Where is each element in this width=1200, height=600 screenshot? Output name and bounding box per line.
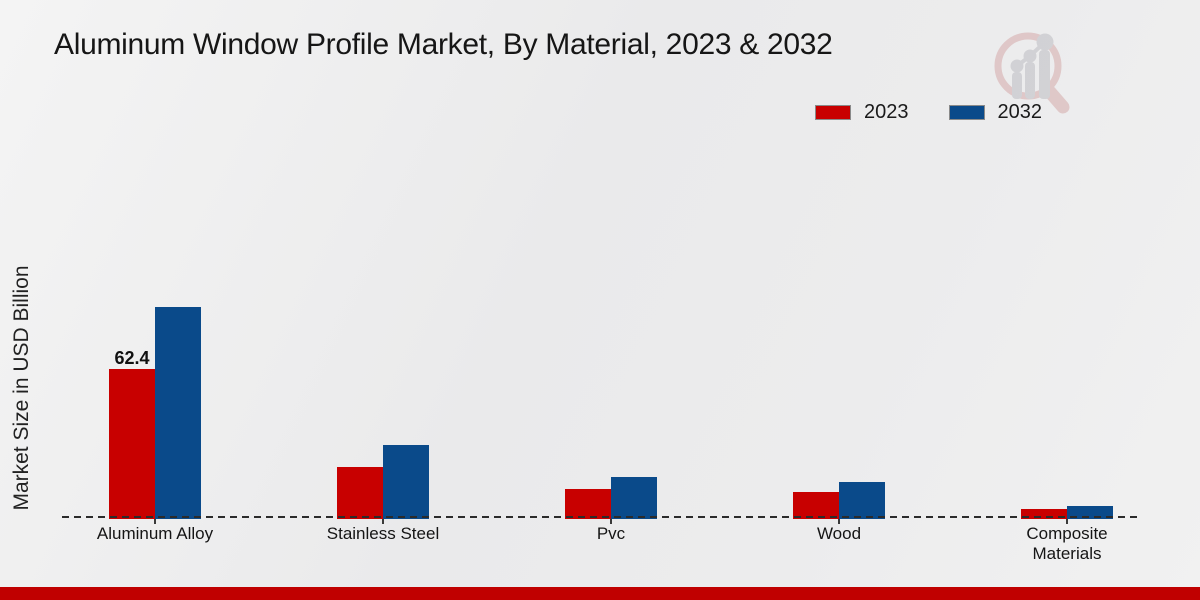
bar-2023-wood [793,492,839,519]
chart-title: Aluminum Window Profile Market, By Mater… [54,28,833,61]
category-label-wood: Wood [816,524,862,543]
bar-value-label-aluminum-alloy: 62.4 [114,348,150,369]
legend-label-2023: 2023 [864,101,909,123]
legend-swatch-2023 [815,105,851,120]
bar-2032-aluminum-alloy [155,307,201,519]
category-label-composite-materials: Composite Materials [1026,524,1108,563]
x-tick-composite-materials [1066,517,1068,524]
x-tick-pvc [610,517,612,524]
bar-2032-composite-materials [1067,505,1113,519]
bar-2032-pvc [611,476,657,519]
bar-2023-aluminum-alloy [109,369,155,519]
bar-2032-stainless-steel [383,444,429,519]
bar-2023-pvc [565,488,611,519]
category-label-pvc: Pvc [596,524,626,543]
legend-item-2032: 2032 [948,101,1043,124]
category-label-aluminum-alloy: Aluminum Alloy [96,524,214,543]
x-axis-baseline [62,516,1138,518]
footer-strip [0,587,1200,600]
legend-swatch-2032 [948,105,985,120]
magnifier-chart-logo-icon [994,32,1070,114]
bar-2032-wood [839,481,885,519]
legend-label-2032: 2032 [997,101,1043,123]
x-tick-stainless-steel [382,517,384,524]
x-tick-aluminum-alloy [154,517,156,524]
legend-item-2023: 2023 [815,101,909,124]
category-label-stainless-steel: Stainless Steel [326,524,440,543]
legend: 2023 2032 [815,101,1042,124]
x-tick-wood [838,517,840,524]
bar-2023-composite-materials [1021,509,1067,519]
bar-2023-stainless-steel [337,466,383,519]
